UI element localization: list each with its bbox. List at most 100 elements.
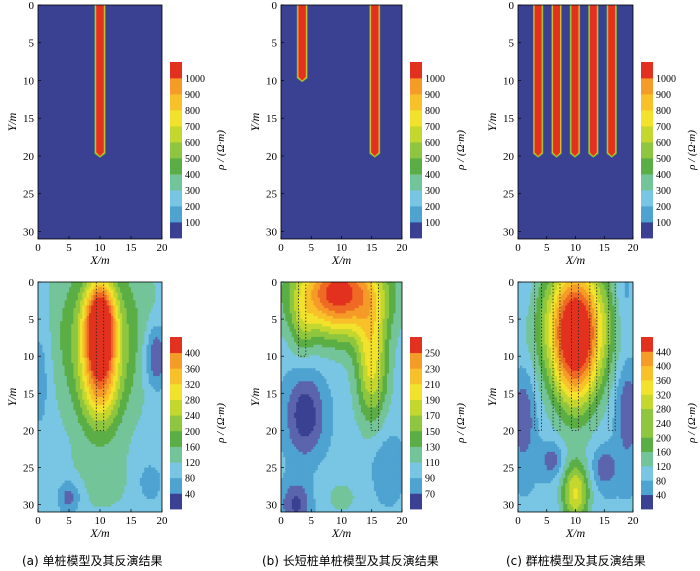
cell — [117, 315, 121, 320]
cell — [49, 470, 52, 474]
cell — [106, 501, 110, 505]
cell — [144, 378, 148, 382]
cell — [106, 331, 110, 335]
cell — [122, 397, 125, 401]
cell — [122, 493, 125, 497]
cell — [77, 373, 81, 377]
cell — [82, 295, 86, 299]
cell — [80, 415, 83, 419]
cell — [128, 310, 132, 314]
cell — [51, 344, 55, 348]
cell — [104, 475, 108, 479]
cell — [104, 355, 108, 359]
cell — [55, 329, 59, 333]
cell — [55, 321, 59, 325]
cell — [128, 334, 132, 338]
cell — [40, 410, 44, 414]
cell — [113, 438, 117, 443]
cell — [86, 464, 90, 469]
cell — [71, 292, 75, 296]
cell — [153, 480, 156, 484]
colorbar-tick-label: 800 — [185, 106, 200, 117]
cell — [126, 478, 130, 482]
cell — [100, 504, 103, 508]
cell — [148, 475, 152, 479]
cell — [57, 397, 61, 401]
cell — [126, 501, 130, 505]
cell — [95, 433, 99, 437]
cell — [88, 480, 92, 484]
cell — [100, 425, 103, 429]
cell — [51, 485, 55, 490]
cell — [44, 417, 48, 422]
cell — [91, 404, 94, 409]
cell — [119, 347, 123, 351]
cell — [159, 349, 162, 354]
cell — [119, 491, 123, 495]
cell — [108, 412, 112, 416]
cell — [113, 370, 117, 375]
cell — [124, 336, 128, 341]
cell — [64, 478, 68, 482]
cell — [142, 436, 145, 440]
cell — [75, 334, 79, 338]
cell — [64, 295, 68, 299]
cell — [146, 394, 150, 398]
cell — [38, 420, 41, 424]
cell — [55, 370, 59, 375]
cell — [128, 297, 132, 301]
cell — [57, 305, 61, 309]
cell — [135, 446, 139, 450]
cell — [91, 441, 94, 445]
cell — [46, 472, 50, 477]
cell — [62, 438, 66, 443]
cell — [128, 287, 132, 291]
cell — [135, 368, 139, 372]
cell — [119, 336, 123, 341]
cell — [82, 454, 86, 458]
cell — [51, 373, 55, 377]
cell — [126, 407, 130, 411]
cell — [77, 352, 81, 356]
cell — [159, 295, 162, 299]
cell — [124, 454, 128, 458]
cell — [157, 498, 161, 503]
cell — [126, 430, 130, 435]
cell — [42, 399, 46, 403]
cell — [106, 383, 110, 388]
cell — [153, 446, 156, 450]
cell — [91, 386, 94, 390]
cell — [40, 441, 44, 445]
cell — [124, 428, 128, 432]
cell — [73, 370, 77, 375]
cell — [97, 467, 101, 471]
cell — [102, 444, 106, 448]
cell — [144, 470, 148, 474]
cell — [135, 472, 139, 477]
cell — [60, 454, 63, 458]
cell — [91, 430, 94, 435]
y-tick-label: 30 — [503, 226, 515, 238]
cell — [46, 436, 50, 440]
cell — [128, 326, 132, 330]
cell — [139, 501, 143, 505]
cell — [115, 496, 119, 500]
cell — [135, 417, 139, 422]
cell — [88, 493, 92, 497]
cell — [153, 415, 156, 419]
cell — [148, 378, 152, 382]
cell — [139, 368, 143, 372]
cell — [111, 313, 114, 317]
cell — [75, 383, 79, 388]
cell — [73, 438, 77, 443]
cell — [80, 430, 83, 435]
cell — [122, 464, 125, 469]
cell — [77, 349, 81, 354]
cell — [137, 391, 141, 395]
cell — [57, 383, 61, 388]
cell — [80, 365, 83, 369]
cell — [153, 425, 156, 429]
cell — [93, 496, 97, 500]
cell — [106, 478, 110, 482]
cell — [117, 444, 121, 448]
